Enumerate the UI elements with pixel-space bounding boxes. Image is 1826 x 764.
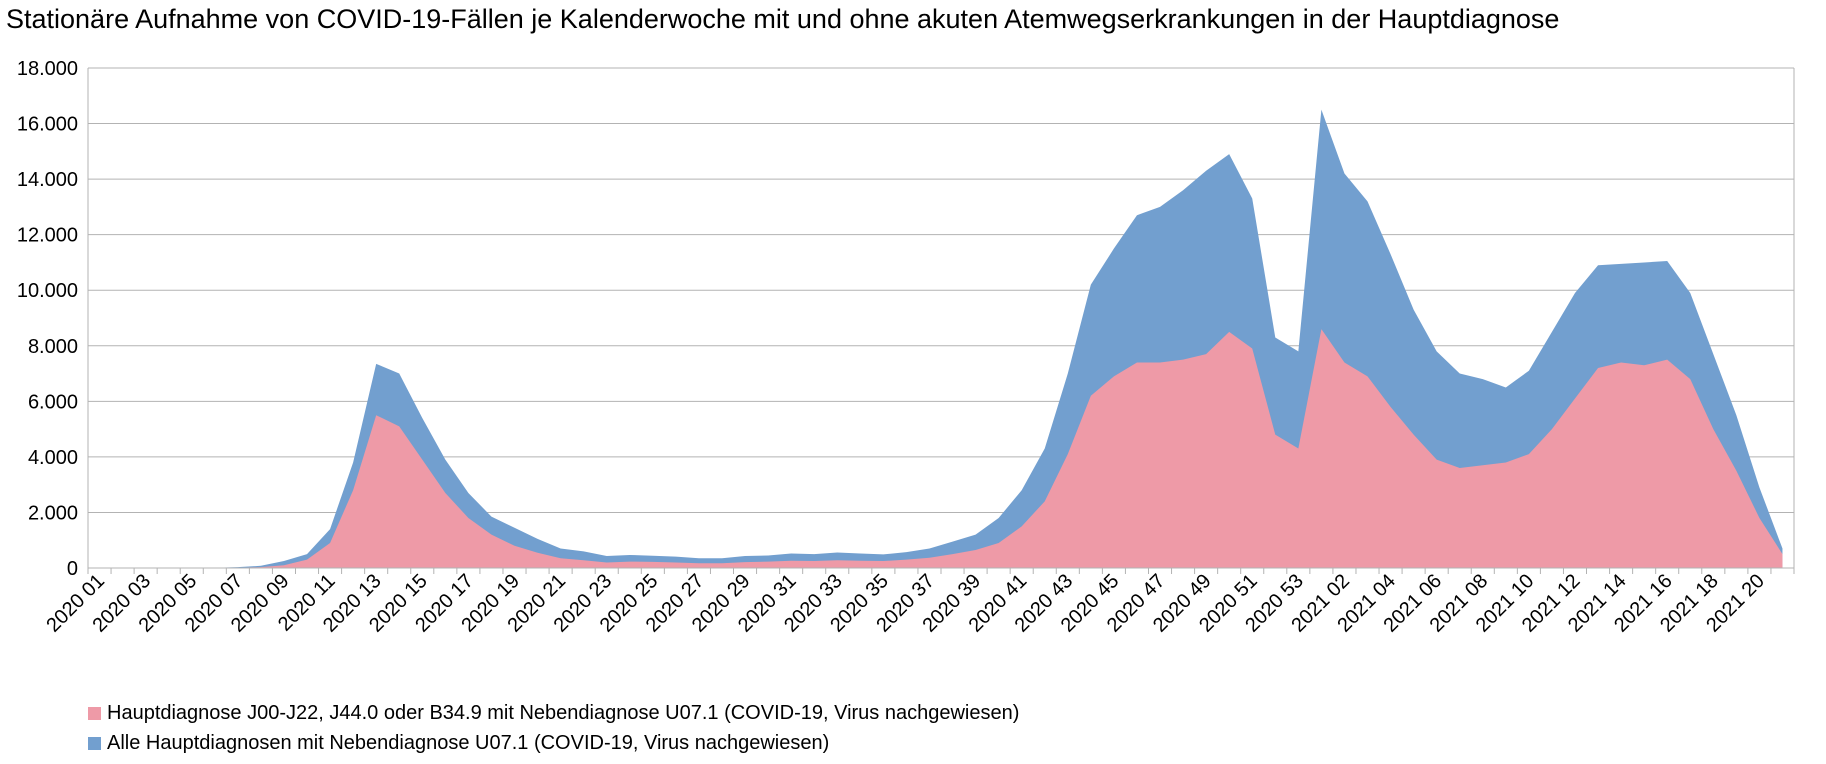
legend: Hauptdiagnose J00-J22, J44.0 oder B34.9 …	[88, 698, 1019, 758]
y-tick-label: 2.000	[28, 502, 78, 524]
y-tick-label: 10.000	[17, 280, 78, 302]
legend-swatch-blue	[88, 736, 101, 750]
legend-item-alle-hauptdiagnosen: Alle Hauptdiagnosen mit Nebendiagnose U0…	[88, 728, 1019, 758]
y-tick-label: 16.000	[17, 114, 78, 136]
chart-title: Stationäre Aufnahme von COVID-19-Fällen …	[6, 4, 1560, 34]
y-tick-label: 4.000	[28, 447, 78, 469]
legend-swatch-pink	[88, 706, 101, 720]
series-area-1	[99, 329, 1783, 568]
legend-item-hauptdiagnose-j00-j22: Hauptdiagnose J00-J22, J44.0 oder B34.9 …	[88, 698, 1019, 728]
legend-label: Alle Hauptdiagnosen mit Nebendiagnose U0…	[107, 731, 830, 754]
legend-label: Hauptdiagnose J00-J22, J44.0 oder B34.9 …	[107, 701, 1020, 724]
axes	[87, 68, 1795, 574]
y-tick-label: 8.000	[28, 336, 78, 358]
y-tick-label: 6.000	[28, 391, 78, 413]
y-tick-label: 14.000	[17, 169, 78, 191]
y-tick-label: 0	[67, 558, 78, 580]
y-tick-label: 12.000	[17, 225, 78, 247]
series-areas	[99, 109, 1783, 569]
y-tick-label: 18.000	[17, 58, 78, 80]
y-tick-labels: 0 2.000 4.000 6.000 8.000 10.000 12.000 14.000 1…	[17, 58, 78, 580]
